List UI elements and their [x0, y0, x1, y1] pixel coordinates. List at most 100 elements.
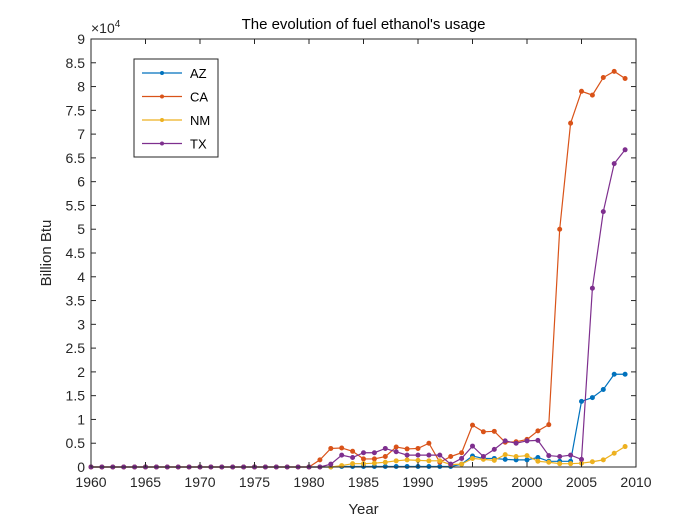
- data-point: [623, 445, 627, 449]
- legend-marker: [160, 71, 164, 75]
- data-point: [449, 455, 453, 459]
- legend-label: TX: [190, 137, 207, 152]
- y-tick-label: 3.5: [66, 293, 86, 309]
- data-point: [503, 453, 507, 457]
- data-point: [383, 446, 387, 450]
- data-point: [481, 430, 485, 434]
- data-point: [514, 441, 518, 445]
- x-tick-label: 2000: [511, 474, 542, 490]
- data-point: [438, 453, 442, 457]
- data-point: [536, 459, 540, 463]
- y-axis-label: Billion Btu: [38, 220, 55, 287]
- data-point: [394, 459, 398, 463]
- x-tick-label: 1980: [293, 474, 324, 490]
- y-axis-exponent-base: ×10: [91, 20, 115, 36]
- data-point: [394, 450, 398, 454]
- data-point: [329, 446, 333, 450]
- data-point: [460, 456, 464, 460]
- data-point: [405, 453, 409, 457]
- y-tick-label: 8: [77, 79, 85, 95]
- data-point: [492, 447, 496, 451]
- y-tick-label: 3: [77, 316, 85, 332]
- data-point: [612, 451, 616, 455]
- x-tick-label: 1995: [457, 474, 488, 490]
- data-point: [318, 458, 322, 462]
- data-point: [612, 69, 616, 73]
- data-point: [340, 446, 344, 450]
- legend-label: CA: [190, 90, 208, 105]
- data-point: [590, 286, 594, 290]
- data-point: [590, 396, 594, 400]
- y-tick-label: 9: [77, 31, 85, 47]
- data-point: [612, 162, 616, 166]
- y-tick-label: 6: [77, 174, 85, 190]
- data-point: [590, 460, 594, 464]
- data-point: [372, 457, 376, 461]
- data-point: [416, 453, 420, 457]
- data-point: [601, 458, 605, 462]
- x-tick-label: 2005: [566, 474, 597, 490]
- data-point: [460, 462, 464, 466]
- data-point: [449, 462, 453, 466]
- data-point: [525, 439, 529, 443]
- data-point: [601, 210, 605, 214]
- data-point: [362, 451, 366, 455]
- chart-title: The evolution of fuel ethanol's usage: [242, 16, 486, 33]
- data-point: [471, 456, 475, 460]
- x-tick-label: 1985: [348, 474, 379, 490]
- data-point: [438, 459, 442, 463]
- data-point: [372, 461, 376, 465]
- data-point: [536, 438, 540, 442]
- data-point: [580, 399, 584, 403]
- legend-label: AZ: [190, 66, 207, 81]
- data-point: [514, 455, 518, 459]
- data-point: [569, 453, 573, 457]
- data-point: [547, 454, 551, 458]
- y-tick-label: 6.5: [66, 150, 86, 166]
- data-point: [351, 449, 355, 453]
- x-tick-label: 1990: [402, 474, 433, 490]
- data-point: [623, 76, 627, 80]
- y-tick-label: 2: [77, 364, 85, 380]
- data-point: [558, 227, 562, 231]
- data-point: [503, 457, 507, 461]
- y-tick-label: 2.5: [66, 340, 86, 356]
- data-point: [623, 148, 627, 152]
- x-axis-label: Year: [348, 501, 378, 518]
- y-tick-label: 0: [77, 459, 85, 475]
- data-point: [601, 387, 605, 391]
- y-tick-label: 1.5: [66, 388, 86, 404]
- data-point: [351, 455, 355, 459]
- data-point: [383, 455, 387, 459]
- data-point: [558, 462, 562, 466]
- data-point: [569, 462, 573, 466]
- data-point: [351, 462, 355, 466]
- legend-marker: [160, 142, 164, 146]
- data-point: [427, 453, 431, 457]
- data-point: [427, 459, 431, 463]
- data-point: [405, 458, 409, 462]
- data-point: [612, 372, 616, 376]
- x-tick-label: 2010: [620, 474, 651, 490]
- data-point: [580, 89, 584, 93]
- data-point: [481, 455, 485, 459]
- data-point: [590, 93, 594, 97]
- data-point: [492, 458, 496, 462]
- legend-marker: [160, 95, 164, 99]
- data-point: [503, 439, 507, 443]
- data-point: [525, 458, 529, 462]
- legend-marker: [160, 118, 164, 122]
- data-point: [416, 458, 420, 462]
- data-point: [416, 446, 420, 450]
- data-point: [623, 372, 627, 376]
- x-tick-label: 1970: [184, 474, 215, 490]
- y-tick-label: 4.5: [66, 245, 86, 261]
- data-point: [460, 451, 464, 455]
- data-point: [340, 453, 344, 457]
- y-tick-label: 5.5: [66, 197, 86, 213]
- data-point: [492, 429, 496, 433]
- y-tick-label: 7: [77, 126, 85, 142]
- y-axis-exponent-power: 4: [115, 19, 121, 30]
- data-point: [405, 447, 409, 451]
